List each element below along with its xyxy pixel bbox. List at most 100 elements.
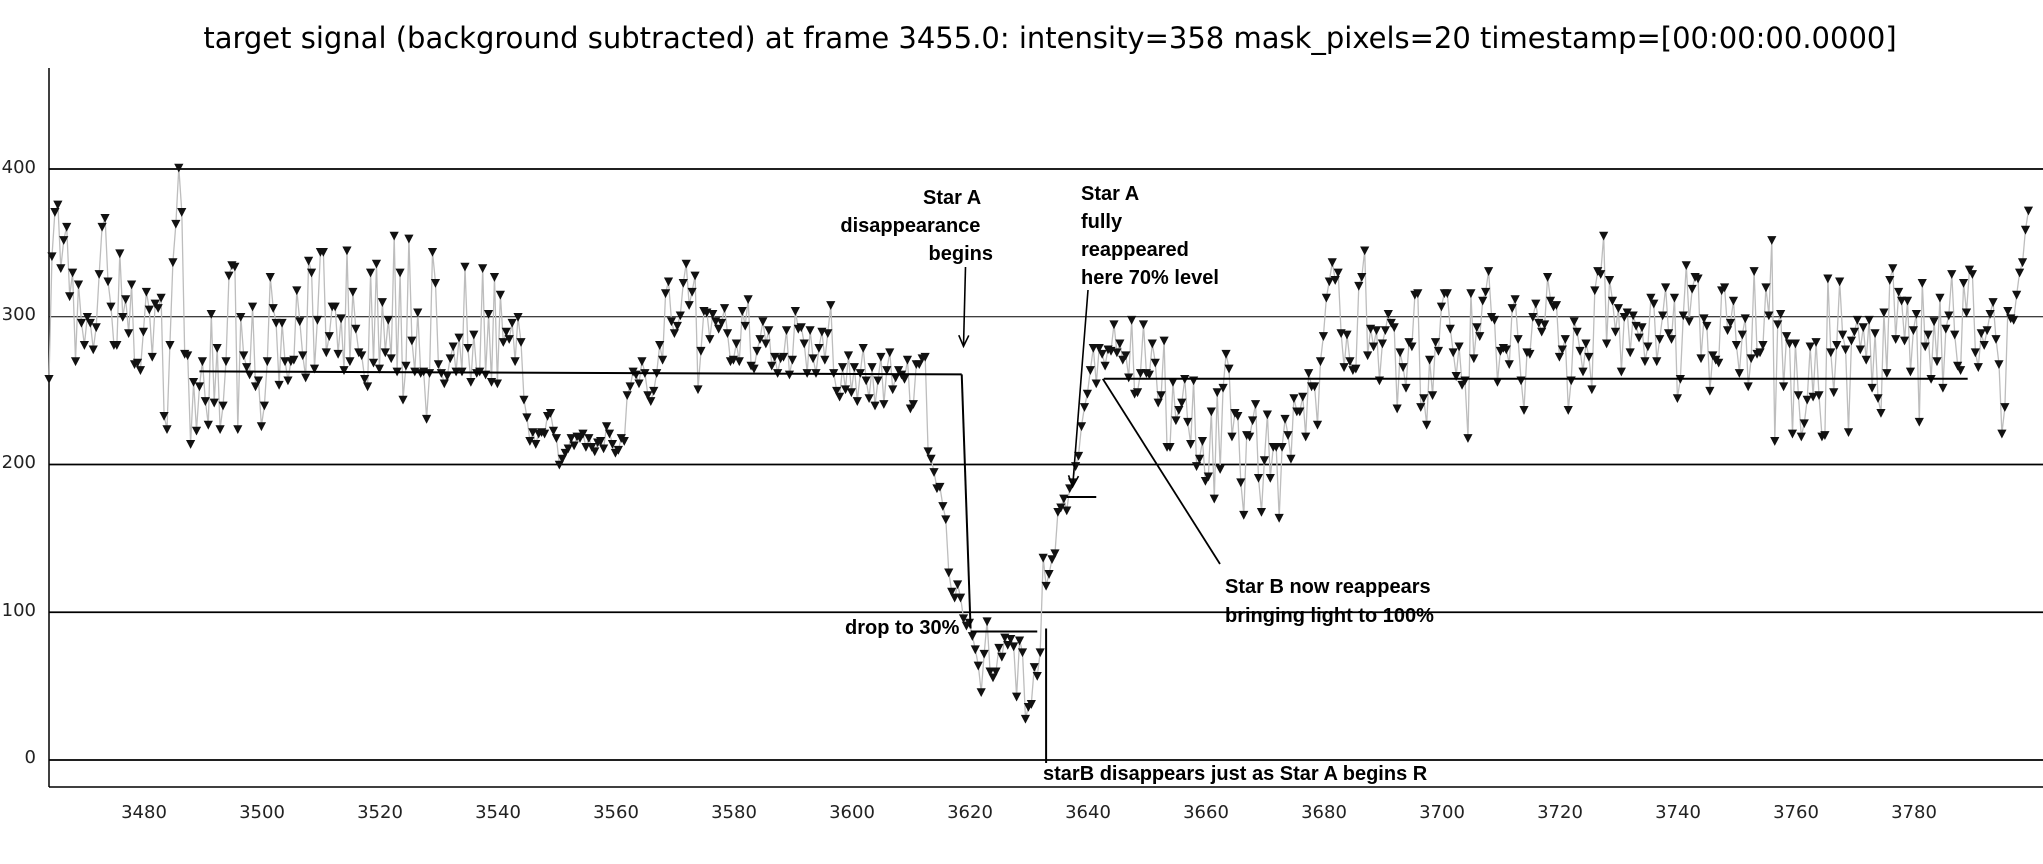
data-point (463, 343, 473, 353)
data-point (422, 414, 432, 424)
data-point (1245, 432, 1255, 442)
data-point (1017, 648, 1028, 658)
data-point (843, 351, 854, 361)
data-point (1168, 377, 1178, 387)
data-point (312, 315, 323, 325)
data-point (360, 375, 370, 384)
data-point (1985, 309, 1995, 319)
data-point (395, 268, 405, 278)
data-point (478, 264, 488, 273)
data-point (958, 614, 969, 624)
data-point (1599, 231, 1609, 241)
data-point (1610, 327, 1621, 337)
data-point (191, 426, 202, 436)
data-point (1938, 383, 1948, 393)
data-point (1115, 339, 1125, 349)
data-point (1911, 309, 1921, 319)
data-point (1976, 329, 1986, 339)
data-point (1312, 420, 1323, 430)
data-point (256, 422, 266, 432)
data-point (1150, 358, 1160, 368)
data-point (368, 358, 379, 368)
data-point (183, 351, 193, 361)
data-point (1584, 352, 1594, 362)
data-point (587, 442, 597, 452)
data-point (70, 357, 81, 367)
data-point (1832, 341, 1842, 350)
data-point (1914, 417, 1924, 427)
data-point (365, 268, 376, 278)
data-point (1032, 671, 1042, 681)
data-point (212, 343, 222, 353)
data-point (2023, 206, 2034, 216)
data-point (177, 208, 187, 217)
data-point (950, 593, 960, 603)
data-point (973, 661, 983, 671)
data-point (1218, 383, 1228, 393)
data-point (982, 617, 992, 627)
data-point (156, 293, 166, 303)
data-point (53, 200, 63, 210)
data-point (604, 429, 615, 439)
data-point (581, 442, 591, 452)
data-point (1507, 304, 1517, 313)
data-point (1569, 317, 1579, 327)
data-point (787, 355, 797, 365)
data-point (79, 341, 89, 350)
data-point (1554, 352, 1564, 362)
x-tick-label-3620: 3620 (947, 802, 993, 823)
data-point (1663, 329, 1674, 339)
x-tick-label-3660: 3660 (1183, 802, 1229, 823)
data-point (864, 394, 874, 404)
data-point (1277, 442, 1287, 452)
data-point (259, 401, 269, 411)
data-point (1964, 265, 1975, 275)
data-point (719, 304, 730, 313)
data-point (1014, 636, 1025, 646)
annotations: Star A disappearance begins Star A fully… (840, 183, 1434, 785)
data-point (717, 318, 727, 328)
data-point (1233, 411, 1243, 421)
data-point (894, 366, 904, 375)
data-point (1531, 299, 1541, 309)
data-point (1371, 326, 1382, 336)
data-point (1681, 261, 1691, 271)
data-point (1525, 349, 1535, 359)
data-point (271, 318, 281, 328)
data-point (525, 437, 535, 446)
data-point (1823, 274, 1833, 284)
data-point (938, 502, 948, 511)
data-point (1545, 296, 1556, 306)
data-point (929, 468, 939, 477)
data-point (1666, 335, 1677, 344)
data-point (1897, 296, 1907, 306)
data-point (826, 301, 836, 310)
data-point (1484, 267, 1494, 276)
data-point (68, 268, 78, 278)
data-point (1386, 318, 1396, 328)
data-point (1466, 289, 1476, 299)
data-point (599, 444, 609, 454)
data-point (926, 454, 936, 464)
data-point (1702, 321, 1712, 331)
data-point (1212, 388, 1222, 398)
data-point (1941, 324, 1951, 334)
data-point (1699, 314, 1709, 324)
data-point (1153, 398, 1163, 408)
data-point (1445, 324, 1455, 334)
data-point (127, 280, 137, 290)
data-point (1330, 276, 1340, 285)
data-point (1076, 422, 1087, 432)
data-point (1298, 392, 1308, 402)
data-point (1776, 309, 1786, 319)
y-tick-label-400: 400 (2, 157, 36, 178)
arrowhead-a0 (958, 334, 970, 349)
data-point (658, 355, 668, 365)
data-point (1256, 507, 1267, 517)
data-point (265, 273, 275, 282)
data-point (1363, 351, 1373, 361)
data-point (584, 434, 594, 443)
data-point (1784, 339, 1795, 349)
data-point (1640, 357, 1650, 367)
x-tick-label-3760: 3760 (1773, 802, 1819, 823)
